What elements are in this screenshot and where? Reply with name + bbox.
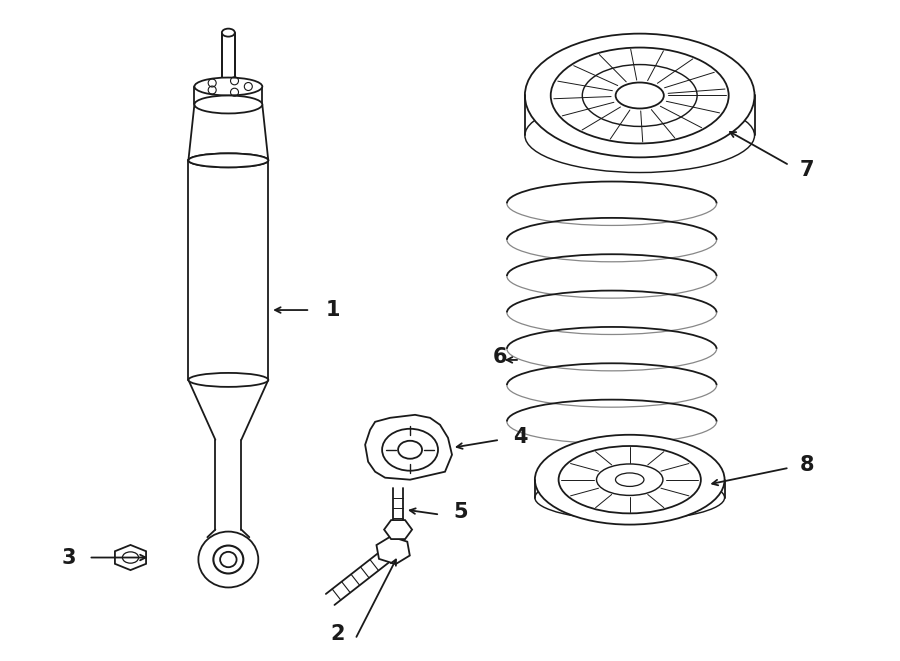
- Ellipse shape: [194, 95, 262, 114]
- Text: 3: 3: [61, 547, 76, 568]
- Ellipse shape: [382, 429, 438, 471]
- Ellipse shape: [525, 34, 754, 157]
- Text: 5: 5: [453, 502, 468, 522]
- Ellipse shape: [188, 373, 268, 387]
- Ellipse shape: [398, 441, 422, 459]
- Text: 4: 4: [513, 427, 527, 447]
- Ellipse shape: [535, 435, 725, 525]
- Ellipse shape: [597, 464, 663, 495]
- Text: 2: 2: [330, 625, 346, 644]
- Polygon shape: [384, 520, 412, 539]
- Ellipse shape: [188, 153, 268, 167]
- Ellipse shape: [535, 475, 725, 520]
- Text: 1: 1: [325, 300, 339, 320]
- Ellipse shape: [551, 48, 729, 143]
- Ellipse shape: [222, 28, 235, 36]
- Text: 6: 6: [492, 347, 507, 367]
- Polygon shape: [376, 537, 410, 564]
- Ellipse shape: [525, 98, 754, 173]
- Polygon shape: [365, 415, 452, 480]
- Ellipse shape: [559, 446, 701, 514]
- Ellipse shape: [198, 531, 258, 588]
- Ellipse shape: [188, 153, 268, 167]
- Ellipse shape: [616, 83, 664, 108]
- Polygon shape: [115, 545, 146, 570]
- Text: 7: 7: [799, 161, 814, 180]
- Text: 8: 8: [799, 455, 814, 475]
- Ellipse shape: [194, 77, 262, 95]
- Ellipse shape: [213, 545, 243, 574]
